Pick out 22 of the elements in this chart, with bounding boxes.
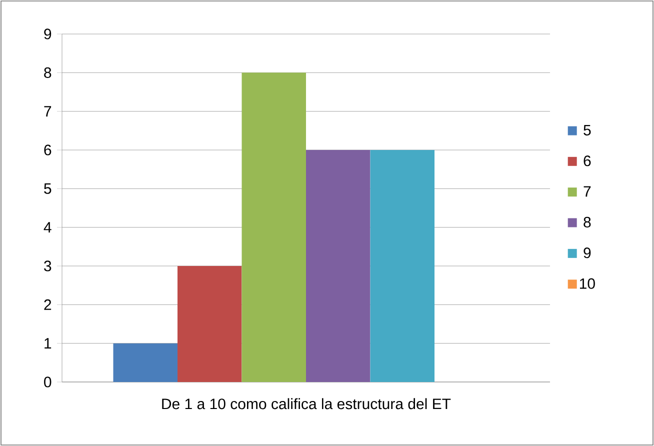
y-tick-label: 1 <box>44 338 52 348</box>
x-tick-label: De 1 a 10 como califica la estructura del ET <box>162 398 451 410</box>
y-tick-label: 8 <box>44 67 52 78</box>
bar <box>113 343 178 382</box>
y-tick-label: 5 <box>44 183 52 194</box>
bar <box>306 150 370 382</box>
legend-label: 8 <box>584 216 591 228</box>
legend-label: 6 <box>584 156 591 166</box>
bar <box>370 150 435 382</box>
y-tick-label: 0 <box>44 376 52 388</box>
y-tick-label: 7 <box>44 106 52 116</box>
legend-label: 9 <box>584 248 591 258</box>
legend-label: 10 <box>580 278 595 289</box>
y-tick-label: 4 <box>44 222 52 232</box>
legend-label: 5 <box>584 124 591 136</box>
y-tick-label: 9 <box>44 28 52 40</box>
y-tick-label: 6 <box>44 144 52 156</box>
y-tick-label: 3 <box>44 260 52 272</box>
y-tick-label: 2 <box>44 299 52 310</box>
bar <box>177 266 242 382</box>
bar <box>242 72 306 382</box>
legend-label: 7 <box>584 186 591 197</box>
